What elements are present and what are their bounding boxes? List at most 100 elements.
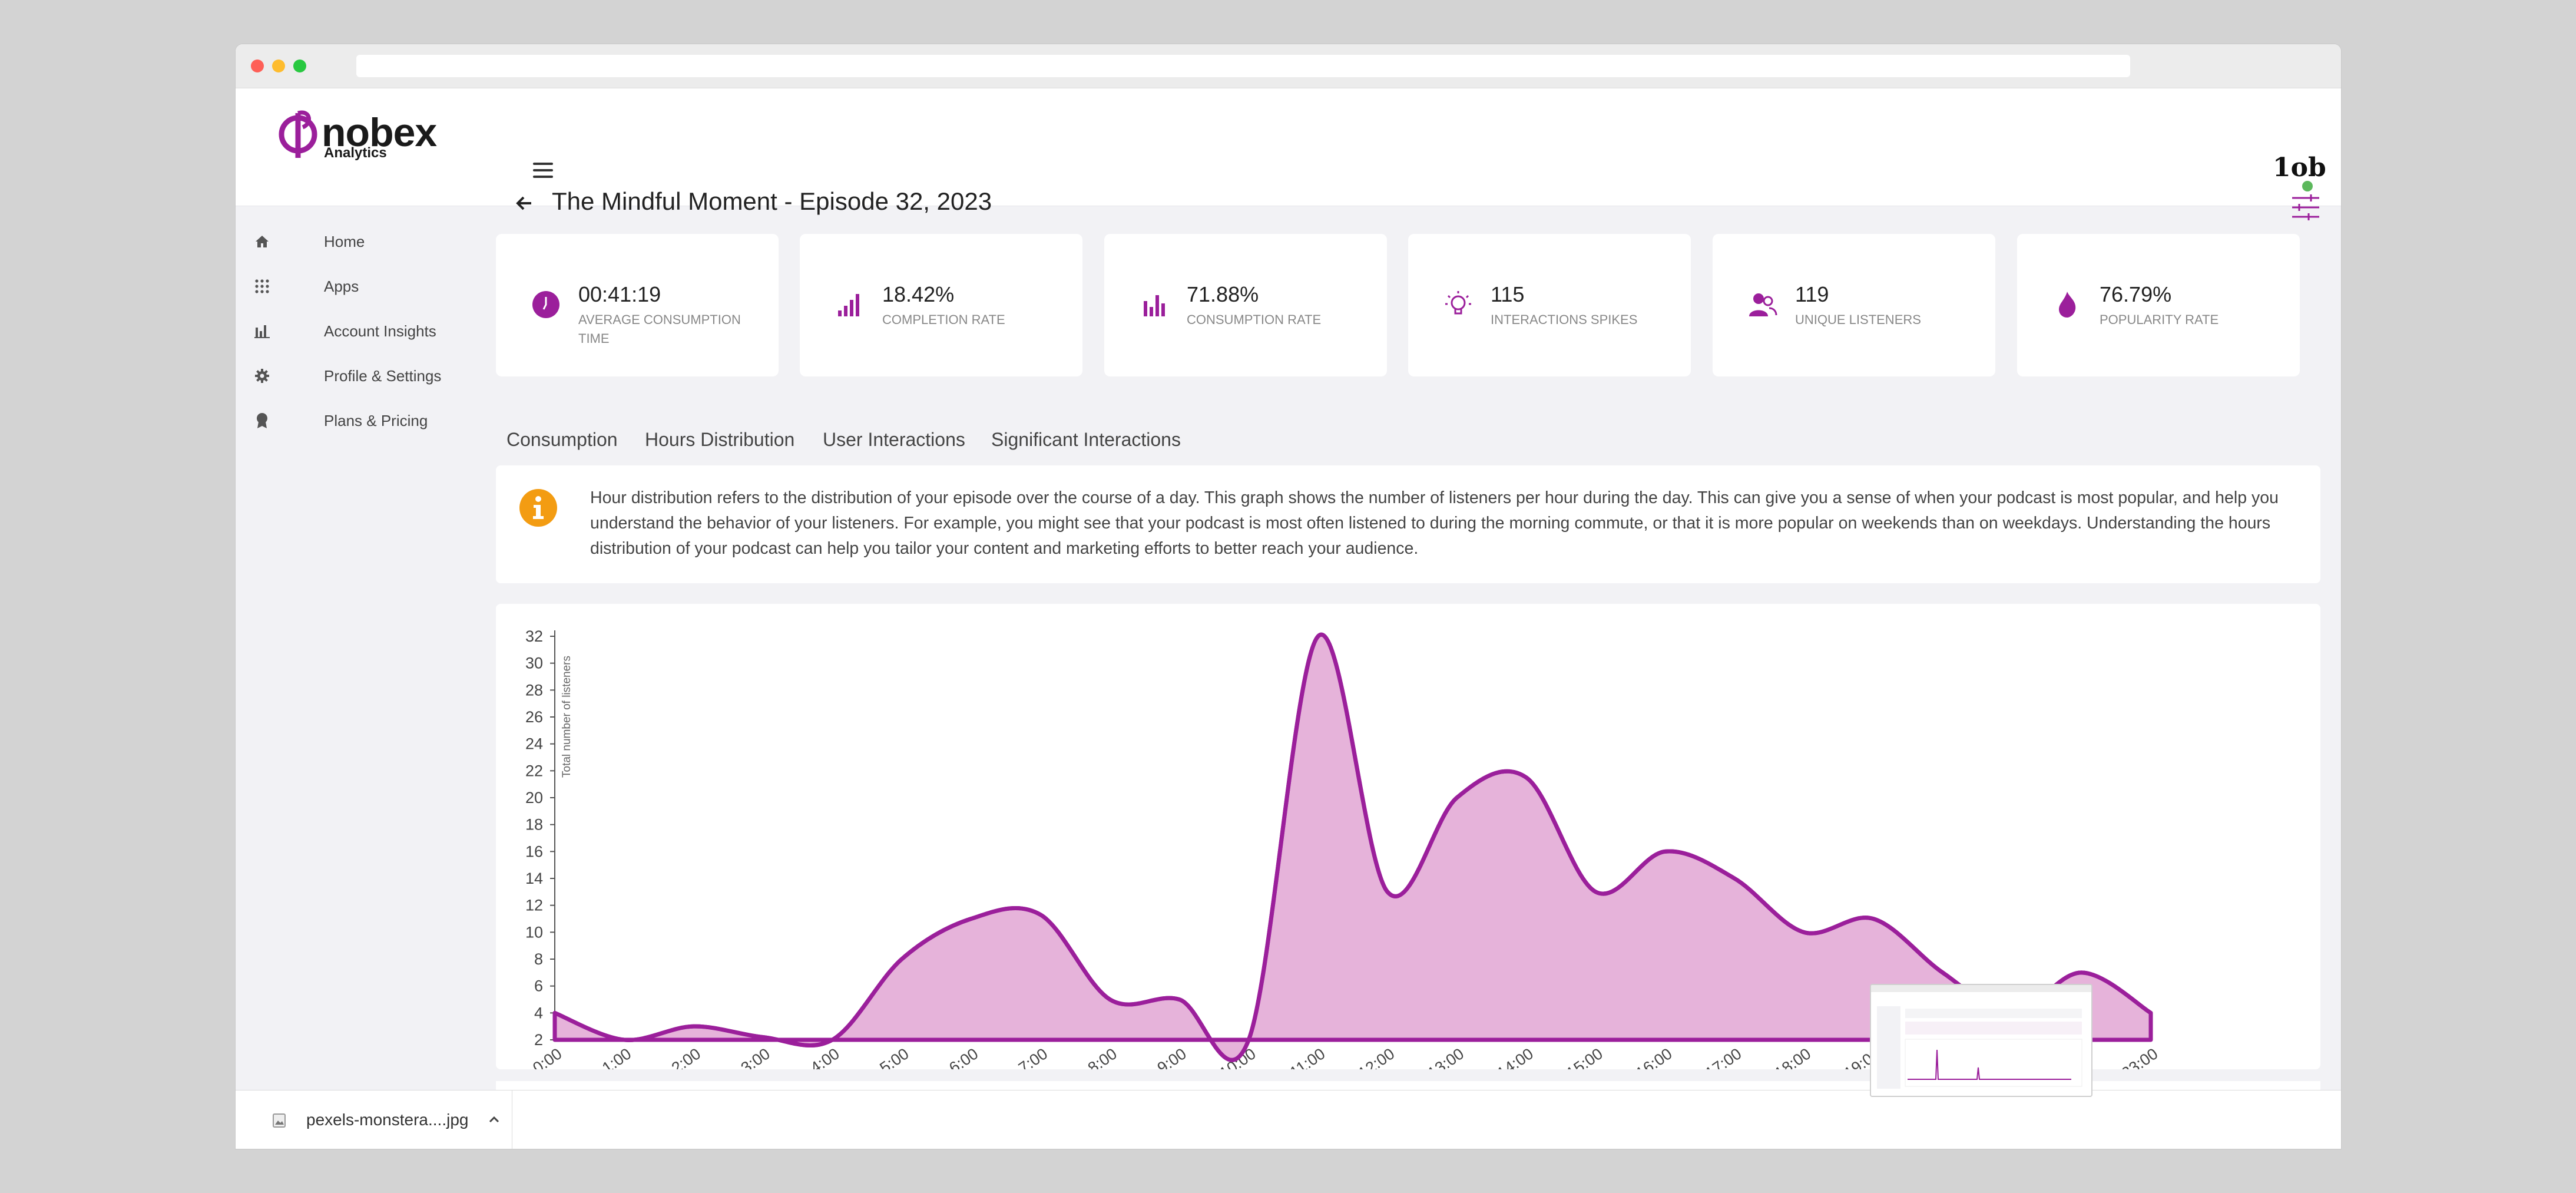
stat-value: 18.42% xyxy=(882,282,955,306)
y-tick-label: 22 xyxy=(525,762,543,779)
stat-value: 76.79% xyxy=(2100,282,2172,306)
chart-series-line xyxy=(554,632,2152,1062)
browser-window: nobex Analytics 1ob Home Apps xyxy=(236,44,2341,1149)
menu-toggle-icon[interactable] xyxy=(533,163,553,178)
y-tick-label: 6 xyxy=(534,977,543,995)
close-window-button[interactable] xyxy=(251,60,264,72)
info-text: Hour distribution refers to the distribu… xyxy=(590,488,2279,558)
tab-consumption[interactable]: Consumption xyxy=(506,429,618,450)
y-axis-label: Total number of listeners xyxy=(561,656,573,778)
sidebar-item-apps[interactable]: Apps xyxy=(253,269,471,304)
sidebar-item-plans-pricing[interactable]: Plans & Pricing xyxy=(253,403,471,438)
stat-caption: Consumption Rate xyxy=(1187,312,1322,327)
downloads-bar: pexels-monstera....jpg xyxy=(236,1090,2341,1149)
y-tick-label: 24 xyxy=(525,735,543,753)
account-logo[interactable]: 1ob xyxy=(2270,149,2326,196)
x-tick-label: 4:00 xyxy=(807,1045,842,1069)
x-tick-label: 15:00 xyxy=(1563,1045,1606,1069)
sidebar-item-label: Plans & Pricing xyxy=(324,411,428,429)
tab-user-interactions[interactable]: User Interactions xyxy=(823,429,965,450)
x-tick-label: 12:00 xyxy=(1355,1045,1398,1069)
y-tick-label: 20 xyxy=(525,789,543,807)
screenshot-preview-thumbnail[interactable] xyxy=(1870,984,2092,1097)
stat-value: 00:41:19 xyxy=(578,282,661,306)
stat-caption: Completion Rate xyxy=(882,312,1005,327)
stat-value: 115 xyxy=(1491,282,1525,306)
y-tick-label: 26 xyxy=(525,708,543,726)
sidebar-item-account-insights[interactable]: Account Insights xyxy=(253,313,471,349)
download-file-name: pexels-monstera....jpg xyxy=(306,1111,469,1129)
sidebar-item-label: Home xyxy=(324,232,365,250)
account-logo-text: 1ob xyxy=(2273,153,2326,183)
y-tick-label: 14 xyxy=(525,870,543,887)
tab-hours-distribution[interactable]: Hours Distribution xyxy=(645,429,795,450)
x-tick-label: 13:00 xyxy=(1425,1045,1468,1069)
y-tick-label: 2 xyxy=(534,1031,543,1049)
y-tick-label: 8 xyxy=(534,950,543,968)
sidebar-item-home[interactable]: Home xyxy=(253,224,471,259)
stat-caption: Interactions Spikes xyxy=(1491,312,1638,327)
lightbulb-icon xyxy=(1443,290,1473,319)
x-tick-label: 17:00 xyxy=(1702,1045,1745,1069)
download-item[interactable]: pexels-monstera....jpg xyxy=(253,1090,512,1149)
stat-value: 119 xyxy=(1795,282,1829,306)
x-tick-label: 5:00 xyxy=(876,1045,912,1069)
flame-icon xyxy=(2052,290,2082,319)
home-icon xyxy=(253,233,271,250)
info-panel: Hour distribution refers to the distribu… xyxy=(496,465,2320,583)
nobex-logo[interactable]: nobex Analytics xyxy=(277,101,453,163)
users-icon xyxy=(1748,290,1777,319)
title-bar xyxy=(236,44,2341,88)
stat-caption: Popularity Rate xyxy=(2100,312,2219,327)
y-tick-label: 28 xyxy=(525,681,543,699)
top-bar: nobex Analytics 1ob xyxy=(236,88,2341,206)
sidebar-item-label: Profile & Settings xyxy=(324,366,442,385)
x-tick-label: 6:00 xyxy=(946,1045,981,1069)
stat-caption: Unique Listeners xyxy=(1795,312,1921,327)
y-tick-label: 10 xyxy=(525,923,543,941)
x-tick-label: 16:00 xyxy=(1633,1045,1676,1069)
x-tick-label: 3:00 xyxy=(738,1045,773,1069)
image-file-icon xyxy=(273,1113,286,1128)
gear-icon xyxy=(253,367,271,385)
y-tick-label: 32 xyxy=(525,627,543,645)
brand-name: nobex xyxy=(322,110,437,155)
y-tick-label: 30 xyxy=(525,655,543,672)
stat-card-interactions-spikes: 115 Interactions Spikes xyxy=(1408,234,1691,376)
filter-sliders-icon[interactable] xyxy=(2291,194,2320,220)
address-bar[interactable] xyxy=(356,55,2130,77)
maximize-window-button[interactable] xyxy=(293,60,306,72)
y-tick-label: 12 xyxy=(525,897,543,914)
sidebar-item-label: Apps xyxy=(324,277,359,295)
y-tick-label: 18 xyxy=(525,816,543,834)
minimize-window-button[interactable] xyxy=(272,60,285,72)
stat-card-completion-rate: 18.42% Completion Rate xyxy=(800,234,1082,376)
x-tick-label: 2:00 xyxy=(668,1045,704,1069)
x-tick-label: 18:00 xyxy=(1772,1045,1815,1069)
stat-card-popularity-rate: 76.79% Popularity Rate xyxy=(2017,234,2300,376)
stat-card-consumption-rate: 71.88% Consumption Rate xyxy=(1104,234,1387,376)
x-tick-label: 7:00 xyxy=(1015,1045,1051,1069)
badge-icon xyxy=(253,412,271,429)
signal-bars-icon xyxy=(835,290,865,319)
x-tick-label: 1:00 xyxy=(599,1045,634,1069)
page-title: The Mindful Moment - Episode 32, 2023 xyxy=(552,187,992,215)
stat-caption: Average Consumption Time xyxy=(578,312,741,346)
x-tick-label: 23:00 xyxy=(2118,1045,2161,1069)
sidebar: Home Apps Account Insights Profile & Set… xyxy=(236,206,477,1137)
sidebar-item-profile-settings[interactable]: Profile & Settings xyxy=(253,358,471,394)
sidebar-item-label: Account Insights xyxy=(324,322,436,340)
stat-card-avg-consumption-time: 00:41:19 Average Consumption Time xyxy=(496,234,779,376)
tab-significant-interactions[interactable]: Significant Interactions xyxy=(991,429,1181,450)
y-tick-label: 16 xyxy=(525,842,543,860)
info-icon xyxy=(519,489,557,527)
chevron-up-icon[interactable] xyxy=(488,1113,501,1126)
x-tick-label: 11:00 xyxy=(1287,1045,1329,1069)
x-tick-label: 8:00 xyxy=(1085,1045,1120,1069)
stat-card-unique-listeners: 119 Unique Listeners xyxy=(1713,234,1995,376)
y-tick-label: 4 xyxy=(534,1004,543,1022)
back-arrow-icon[interactable] xyxy=(512,191,536,215)
stat-value: 71.88% xyxy=(1187,282,1259,306)
grid-icon xyxy=(253,277,271,295)
